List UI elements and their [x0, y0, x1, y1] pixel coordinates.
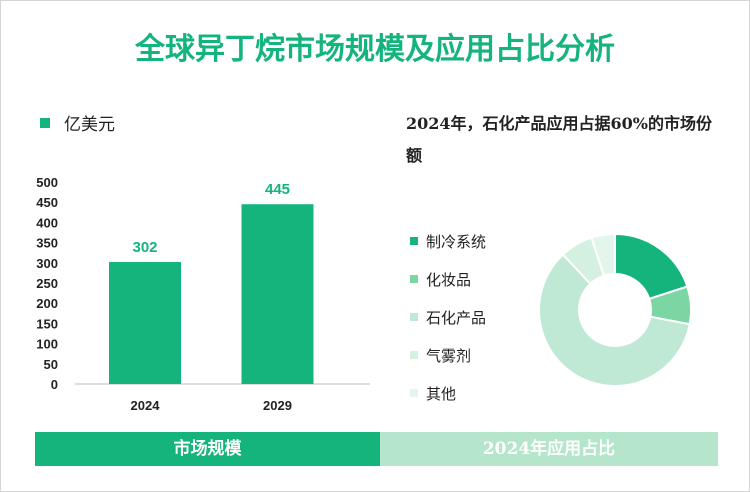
pie-legend-label: 石化产品	[426, 308, 487, 327]
footer-application-share: 2024年应用占比	[380, 432, 718, 466]
footer-market-size: 市场规模	[35, 432, 380, 466]
pie-legend-label: 化妆品	[426, 270, 472, 289]
legend-swatch	[410, 313, 418, 321]
legend-swatch	[410, 237, 418, 245]
page-title: 全球异丁烷市场规模及应用占比分析	[135, 32, 615, 67]
y-tick-label: 200	[36, 296, 58, 311]
pie-legend-item: 制冷系统	[410, 222, 486, 260]
y-tick-label: 300	[36, 256, 58, 271]
pie-legend-label: 制冷系统	[426, 232, 487, 251]
y-tick-label: 450	[36, 195, 58, 210]
legend-swatch	[410, 351, 418, 359]
legend-swatch	[40, 117, 50, 128]
bar	[241, 204, 314, 384]
bar	[109, 261, 181, 384]
pie-legend-item: 化妆品	[410, 260, 486, 298]
pie-legend-label: 气雾剂	[426, 346, 472, 365]
pie-legend-label: 其他	[426, 384, 457, 403]
y-tick-label: 350	[36, 236, 58, 251]
legend-swatch	[410, 275, 418, 283]
y-tick-label: 50	[44, 357, 58, 372]
y-tick-label: 150	[36, 316, 58, 331]
pie-legend: 制冷系统化妆品石化产品气雾剂其他	[410, 222, 486, 412]
donut-slice	[538, 253, 691, 387]
donut-chart	[538, 232, 692, 387]
y-tick-label: 500	[36, 175, 58, 190]
bar-legend: 亿美元	[40, 110, 115, 135]
bar-value-label: 302	[132, 239, 157, 256]
bar-chart: 0 50 100 150 200 250 300 350 400 450 500 302 2024 445…	[36, 175, 370, 413]
pie-legend-item: 气雾剂	[410, 336, 486, 374]
y-tick-label: 250	[36, 276, 58, 291]
legend-swatch	[410, 389, 418, 397]
y-tick-label: 0	[51, 377, 58, 392]
x-tick-label: 2029	[263, 398, 292, 413]
pie-legend-item: 其他	[410, 374, 486, 412]
donut-slice	[590, 232, 616, 278]
x-tick-label: 2024	[131, 398, 161, 413]
bar-value-label: 445	[265, 181, 290, 198]
bar-legend-label: 亿美元	[64, 115, 115, 135]
pie-legend-item: 石化产品	[410, 298, 486, 336]
y-tick-label: 400	[36, 215, 58, 230]
pie-chart-title: 2024年，石化产品应用占据60%的市场份额	[406, 114, 713, 165]
y-tick-label: 100	[36, 337, 58, 352]
